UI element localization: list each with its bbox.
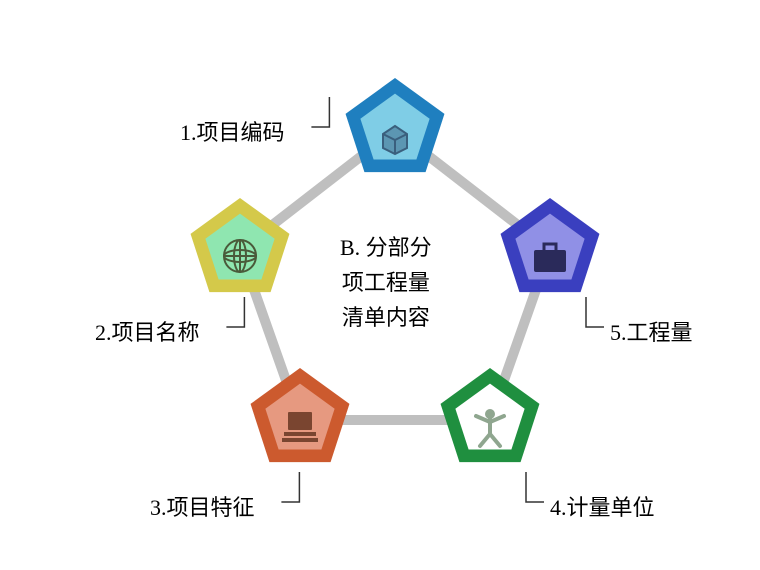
node-3 xyxy=(242,362,358,478)
center-line1: B. 分部分 xyxy=(340,235,432,260)
center-title: B. 分部分项工程量清单内容 xyxy=(340,230,432,336)
node-1 xyxy=(337,72,453,188)
label-5: 5.工程量 xyxy=(610,315,693,347)
node-4 xyxy=(432,362,548,478)
node-5 xyxy=(492,192,608,308)
node-2 xyxy=(182,192,298,308)
center-line2: 项工程量 xyxy=(342,270,430,295)
label-2: 2.项目名称 xyxy=(95,315,200,347)
diagram-canvas: B. 分部分项工程量清单内容 1.项目编码 2.项目名称 3.项目特征 4.计量单位 5… xyxy=(0,0,760,570)
center-line3: 清单内容 xyxy=(342,305,430,330)
label-1: 1.项目编码 xyxy=(180,115,285,147)
globe-icon xyxy=(224,240,256,272)
label-4: 4.计量单位 xyxy=(550,490,655,522)
label-3: 3.项目特征 xyxy=(150,490,255,522)
